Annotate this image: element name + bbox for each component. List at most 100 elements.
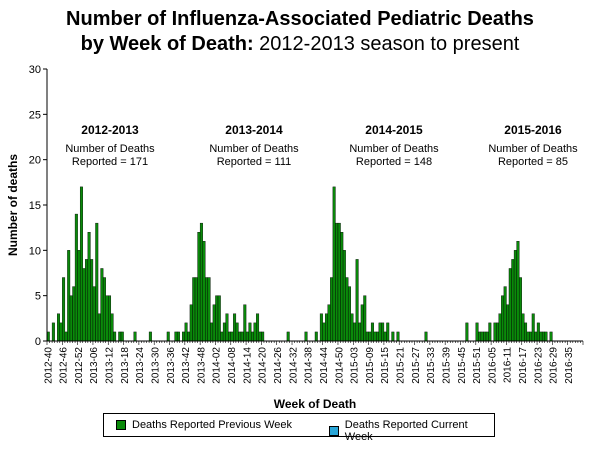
bar [67,250,71,342]
bar [166,331,170,342]
bar [516,241,520,342]
bar [314,331,318,342]
x-tick-label: 2016-35 [564,347,575,384]
chart-subtitle-regular: 2012-2013 season to present [259,33,520,55]
x-tick-label: 2016-23 [533,347,544,384]
legend-swatch-previous [116,420,126,430]
bar [57,313,60,342]
bar [350,313,354,342]
bar [105,295,109,342]
bar [383,331,387,342]
bar [340,231,344,342]
chart-subtitle-bold: by Week of Death: [80,33,254,55]
bar [544,331,548,342]
season-label: 2014-2015 [365,123,423,137]
bar [485,331,489,342]
bar [353,322,357,342]
bar [215,295,219,342]
bar [248,322,252,342]
bar [541,331,545,342]
bar [424,331,428,342]
bar [503,286,507,342]
bar [217,295,221,342]
bar [238,331,242,342]
y-tick-label: 25 [29,109,41,121]
bar [465,322,469,342]
season-deaths-total: Reported = 85 [498,156,568,168]
x-axis-label: Week of Death [274,397,356,411]
bar [358,322,362,342]
bar [508,268,512,342]
bar [192,277,196,342]
bar [133,331,137,342]
season-deaths-caption: Number of Deaths [488,143,578,155]
x-tick-label: 2015-03 [350,347,361,384]
y-tick-label: 5 [35,291,41,303]
bar [77,250,81,342]
x-tick-label: 2014-20 [258,347,269,384]
x-tick-label: 2016-17 [518,347,529,384]
bar [480,331,484,342]
legend-label-current: Deaths Reported Current Week [344,419,468,443]
x-tick-label: 2013-42 [181,347,192,384]
bar [110,313,114,342]
x-tick-label: 2013-30 [150,347,161,384]
x-tick-label: 2014-26 [273,347,284,384]
bar [539,331,543,342]
bar [199,222,203,342]
y-tick-label: 30 [29,64,41,76]
bar [483,331,487,342]
bar [286,331,290,342]
season-deaths-caption: Number of Deaths [209,143,299,155]
bar [261,331,265,342]
bar [478,331,482,342]
bar [79,186,83,342]
bar [253,322,257,342]
x-tick-label: 2012-52 [74,347,85,384]
x-tick-label: 2015-51 [472,347,483,384]
season-deaths-total: Reported = 148 [356,156,432,168]
bar [304,331,308,342]
bar [360,304,364,342]
bar [511,259,515,342]
season-deaths-total: Reported = 171 [72,156,148,168]
bar-series [46,186,553,342]
y-tick-label: 0 [35,336,41,348]
bar [332,186,336,342]
y-tick-label: 10 [29,245,41,257]
bar [59,322,63,342]
legend: Deaths Reported Previous Week Deaths Rep… [103,413,495,443]
x-tick-label: 2015-27 [411,347,422,384]
bar [174,331,178,342]
season-label: 2015-2016 [504,123,562,137]
bar [197,231,201,342]
bar [184,322,188,342]
bar [182,331,186,342]
legend-label-previous: Deaths Reported Previous Week [132,419,292,431]
bar [205,277,208,342]
bar [102,277,106,342]
bar [69,295,73,342]
bar [493,322,497,342]
bar [524,322,528,342]
x-tick-label: 2014-44 [319,347,330,384]
bar [212,304,216,342]
x-tick-label: 2014-50 [334,347,345,384]
bar [113,331,117,342]
bar [368,331,372,342]
bar [258,331,262,342]
season-deaths-total: Reported = 111 [217,156,292,168]
bar [391,331,395,342]
bar [87,231,91,342]
bar [381,322,385,342]
x-tick-label: 2015-39 [441,347,452,384]
bar [513,250,517,342]
x-tick-label: 2013-36 [166,347,177,384]
bar [330,277,334,342]
bar [378,322,382,342]
x-tick-label: 2013-06 [89,347,100,384]
bar [536,322,540,342]
bar [187,331,191,342]
